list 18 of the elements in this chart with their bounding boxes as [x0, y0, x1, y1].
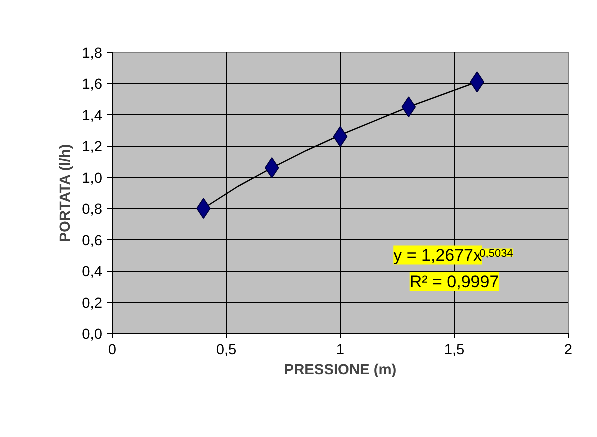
y-tick-label: 0,4: [82, 264, 102, 281]
y-tick-label: 0,2: [82, 296, 102, 312]
x-axis-title: PRESSIONE (m): [284, 362, 397, 378]
y-tick-label: 0,0: [82, 327, 102, 343]
y-tick-label: 0,6: [82, 233, 102, 250]
y-axis-title: PORTATA (l/h): [58, 144, 74, 242]
y-tick-label: 0,8: [82, 202, 102, 218]
y-tick-label: 1,4: [82, 108, 102, 124]
x-tick-label: 1: [336, 342, 345, 358]
x-tick-label: 1,5: [444, 342, 465, 358]
x-tick-label: 0,5: [216, 342, 237, 358]
annotation: R² = 0,9997: [410, 272, 500, 292]
y-tick-label: 1,8: [82, 46, 102, 62]
x-tick-label: 0: [108, 342, 117, 358]
y-tick-label: 1,6: [82, 77, 102, 94]
x-tick-label: 2: [564, 342, 573, 358]
y-tick-label: 1,2: [82, 140, 102, 156]
y-tick-label: 1,0: [82, 170, 102, 187]
